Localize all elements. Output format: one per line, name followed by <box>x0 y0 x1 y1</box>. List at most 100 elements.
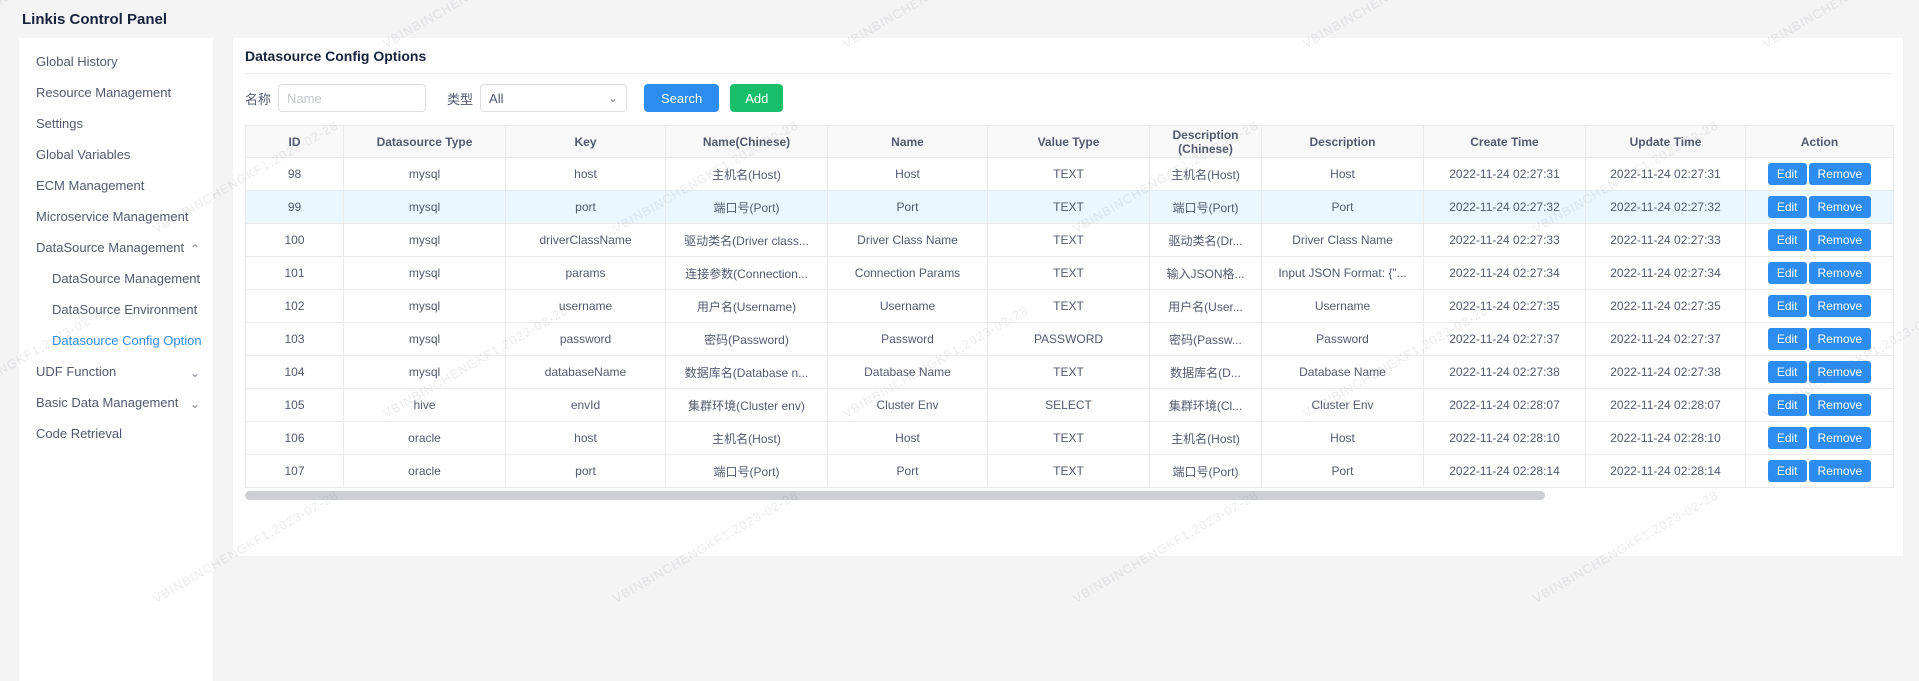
remove-button[interactable]: Remove <box>1808 295 1872 317</box>
col-header-key: Key <box>505 125 666 158</box>
table-cell: 端口号(Port) <box>1149 454 1262 488</box>
horizontal-scrollbar[interactable] <box>245 491 1545 500</box>
search-button[interactable]: Search <box>644 84 720 112</box>
action-cell: Edit Remove <box>1745 421 1894 455</box>
sidebar-menu: Global History Resource Management Setting… <box>19 38 213 449</box>
table-cell: 107 <box>245 454 344 488</box>
sidebar-item-global-variables[interactable]: Global Variables <box>19 139 213 170</box>
table-cell: 端口号(Port) <box>1149 190 1262 224</box>
action-cell: Edit Remove <box>1745 355 1894 389</box>
chevron-down-icon: ⌄ <box>607 91 619 105</box>
table-cell: mysql <box>343 355 506 389</box>
table-cell: Password <box>1261 322 1424 356</box>
table-cell: 2022-11-24 02:27:37 <box>1423 322 1586 356</box>
sidebar-item-global-history[interactable]: Global History <box>19 46 213 77</box>
sidebar-item-label: DataSource Management <box>52 271 201 286</box>
table-cell: 2022-11-24 02:28:14 <box>1585 454 1746 488</box>
table-cell: Connection Params <box>827 256 988 290</box>
sidebar-item-microservice-management[interactable]: Microservice Management <box>19 201 213 232</box>
sidebar-item-code-retrieval[interactable]: Code Retrieval <box>19 418 213 449</box>
edit-button[interactable]: Edit <box>1767 262 1807 284</box>
sidebar-item-resource-management[interactable]: Resource Management <box>19 77 213 108</box>
remove-button[interactable]: Remove <box>1808 328 1872 350</box>
sidebar-item-label: Resource Management <box>36 85 172 100</box>
table-cell: Host <box>827 421 988 455</box>
edit-button[interactable]: Edit <box>1767 394 1807 416</box>
table-cell: 用户名(User... <box>1149 289 1262 323</box>
sidebar-item-basic-data-management[interactable]: Basic Data Management ⌄ <box>19 387 213 418</box>
name-label: 名称 <box>245 91 272 107</box>
table-cell: TEXT <box>987 223 1150 257</box>
edit-button[interactable]: Edit <box>1767 460 1807 482</box>
table-cell: Host <box>1261 157 1424 191</box>
remove-button[interactable]: Remove <box>1808 163 1872 185</box>
col-header-name: Name <box>827 125 988 158</box>
remove-button[interactable]: Remove <box>1808 394 1872 416</box>
table-cell: Cluster Env <box>1261 388 1424 422</box>
table-cell: hive <box>343 388 506 422</box>
table-cell: 连接参数(Connection... <box>665 256 828 290</box>
table-cell: 2022-11-24 02:27:37 <box>1585 322 1746 356</box>
table-cell: 103 <box>245 322 344 356</box>
table-cell: 2022-11-24 02:27:34 <box>1423 256 1586 290</box>
edit-button[interactable]: Edit <box>1767 163 1807 185</box>
sidebar-item-ecm-management[interactable]: ECM Management <box>19 170 213 201</box>
type-select[interactable]: All ⌄ <box>480 84 628 112</box>
table-cell: password <box>505 322 666 356</box>
table-cell: 主机名(Host) <box>1149 421 1262 455</box>
table-cell: envId <box>505 388 666 422</box>
edit-button[interactable]: Edit <box>1767 196 1807 218</box>
table-cell: 密码(Password) <box>665 322 828 356</box>
remove-button[interactable]: Remove <box>1808 229 1872 251</box>
sidebar-item-settings[interactable]: Settings <box>19 108 213 139</box>
table-cell: 2022-11-24 02:28:07 <box>1423 388 1586 422</box>
sidebar-item-datasource-environment[interactable]: DataSource Environment <box>19 294 213 325</box>
table-cell: 2022-11-24 02:28:07 <box>1585 388 1746 422</box>
remove-button[interactable]: Remove <box>1808 262 1872 284</box>
sidebar-item-datasource-management[interactable]: DataSource Management ⌃ <box>19 232 213 263</box>
sidebar-item-label: ECM Management <box>36 178 145 193</box>
add-button[interactable]: Add <box>730 84 784 112</box>
app-title: Linkis Control Panel <box>22 11 168 28</box>
table-cell: 驱动类名(Driver class... <box>665 223 828 257</box>
table-cell: Input JSON Format: {"... <box>1261 256 1424 290</box>
edit-button[interactable]: Edit <box>1767 229 1807 251</box>
remove-button[interactable]: Remove <box>1808 460 1872 482</box>
edit-button[interactable]: Edit <box>1767 427 1807 449</box>
table-cell: SELECT <box>987 388 1150 422</box>
datasource-table: ID Datasource Type Key Name(Chinese) Name Val… <box>245 125 1894 488</box>
datasource-table-wrap: ID Datasource Type Key Name(Chinese) Name Val… <box>245 125 1894 500</box>
table-cell: 2022-11-24 02:27:35 <box>1585 289 1746 323</box>
action-cell: Edit Remove <box>1745 454 1894 488</box>
table-cell: mysql <box>343 190 506 224</box>
sidebar-item-label: Global Variables <box>36 147 131 162</box>
table-cell: Host <box>827 157 988 191</box>
table-cell: Host <box>1261 421 1424 455</box>
table-cell: 2022-11-24 02:27:31 <box>1423 157 1586 191</box>
sidebar-item-label: Code Retrieval <box>36 426 122 441</box>
table-cell: Port <box>1261 454 1424 488</box>
table-cell: Cluster Env <box>827 388 988 422</box>
remove-button[interactable]: Remove <box>1808 196 1872 218</box>
sidebar-item-label: Basic Data Management <box>36 395 179 410</box>
sidebar-item-datasource-config-option[interactable]: Datasource Config Option <box>19 325 213 356</box>
table-cell: 主机名(Host) <box>665 421 828 455</box>
type-label: 类型 <box>447 91 474 107</box>
col-header-value-type: Value Type <box>987 125 1150 158</box>
sidebar-item-label: UDF Function <box>36 364 117 379</box>
remove-button[interactable]: Remove <box>1808 361 1872 383</box>
action-cell: Edit Remove <box>1745 190 1894 224</box>
table-cell: 2022-11-24 02:27:38 <box>1585 355 1746 389</box>
table-cell: PASSWORD <box>987 322 1150 356</box>
edit-button[interactable]: Edit <box>1767 295 1807 317</box>
table-header-row: ID Datasource Type Key Name(Chinese) Name Val… <box>245 125 1894 158</box>
sidebar-item-datasource-management[interactable]: DataSource Management <box>19 263 213 294</box>
name-search-input[interactable] <box>278 84 427 112</box>
table-cell: 104 <box>245 355 344 389</box>
table-cell: 数据库名(D... <box>1149 355 1262 389</box>
table-cell: mysql <box>343 322 506 356</box>
edit-button[interactable]: Edit <box>1767 328 1807 350</box>
edit-button[interactable]: Edit <box>1767 361 1807 383</box>
sidebar-item-udf-function[interactable]: UDF Function ⌄ <box>19 356 213 387</box>
remove-button[interactable]: Remove <box>1808 427 1872 449</box>
